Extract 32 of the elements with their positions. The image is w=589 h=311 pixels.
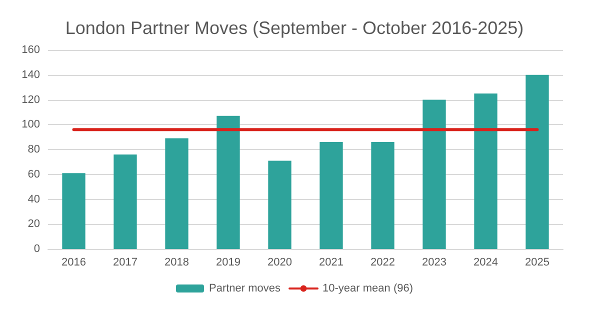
x-tick-label: 2025 — [525, 256, 550, 268]
bar — [526, 74, 549, 249]
y-tick-label: 120 — [22, 94, 40, 106]
x-tick-label: 2018 — [164, 256, 189, 268]
bar — [165, 138, 188, 249]
y-tick-label: 140 — [22, 68, 40, 81]
x-tick-label: 2023 — [422, 256, 446, 268]
x-tick-label: 2024 — [474, 256, 498, 268]
x-tick-label: 2021 — [319, 256, 344, 268]
legend-label: 10-year mean (96) — [322, 282, 414, 294]
y-tick-label: 60 — [28, 168, 40, 180]
bar — [62, 173, 86, 249]
y-tick-label: 80 — [28, 144, 40, 156]
bar — [268, 160, 292, 249]
x-tick-label: 2020 — [268, 256, 292, 268]
bar — [216, 116, 240, 249]
x-tick-label: 2017 — [113, 256, 138, 268]
legend-label: Partner moves — [208, 282, 282, 294]
bar — [114, 154, 137, 249]
x-tick-label: 2016 — [62, 256, 86, 268]
x-tick-label: 2019 — [216, 256, 240, 268]
y-tick-label: 20 — [28, 218, 40, 230]
bar — [320, 142, 343, 249]
y-tick-label: 100 — [22, 118, 40, 131]
bar — [474, 94, 498, 249]
chart-title: London Partner Moves (September - October 2016-2025) — [65, 18, 524, 38]
bar — [371, 142, 394, 249]
y-tick-label: 40 — [28, 193, 40, 206]
bar — [422, 100, 446, 249]
y-tick-label: 160 — [22, 44, 40, 56]
x-tick-label: 2022 — [370, 256, 395, 268]
y-tick-label: 0 — [34, 243, 40, 255]
